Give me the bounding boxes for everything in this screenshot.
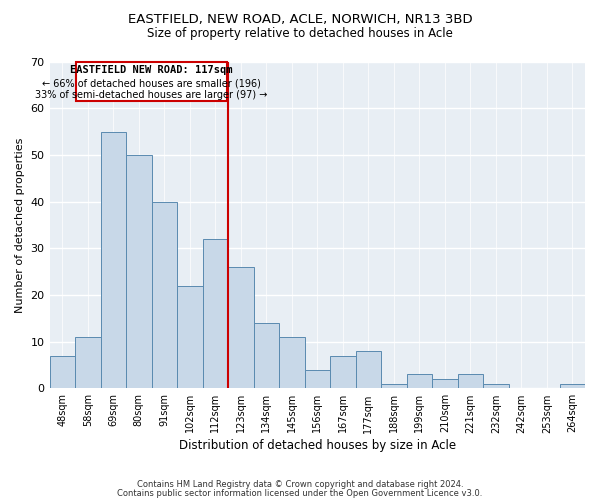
Bar xyxy=(407,374,432,388)
Bar xyxy=(356,351,381,389)
Bar xyxy=(483,384,509,388)
Bar xyxy=(305,370,330,388)
Text: Size of property relative to detached houses in Acle: Size of property relative to detached ho… xyxy=(147,28,453,40)
X-axis label: Distribution of detached houses by size in Acle: Distribution of detached houses by size … xyxy=(179,440,456,452)
Y-axis label: Number of detached properties: Number of detached properties xyxy=(15,137,25,312)
Text: EASTFIELD NEW ROAD: 117sqm: EASTFIELD NEW ROAD: 117sqm xyxy=(70,65,232,75)
Bar xyxy=(177,286,203,389)
Bar xyxy=(254,323,279,388)
Bar xyxy=(458,374,483,388)
Text: ← 66% of detached houses are smaller (196): ← 66% of detached houses are smaller (19… xyxy=(42,79,260,89)
Bar xyxy=(330,356,356,388)
Bar xyxy=(279,337,305,388)
Bar xyxy=(101,132,126,388)
Bar xyxy=(203,239,228,388)
Text: Contains public sector information licensed under the Open Government Licence v3: Contains public sector information licen… xyxy=(118,488,482,498)
Text: EASTFIELD, NEW ROAD, ACLE, NORWICH, NR13 3BD: EASTFIELD, NEW ROAD, ACLE, NORWICH, NR13… xyxy=(128,12,472,26)
Bar xyxy=(152,202,177,388)
Bar xyxy=(50,356,75,388)
Text: Contains HM Land Registry data © Crown copyright and database right 2024.: Contains HM Land Registry data © Crown c… xyxy=(137,480,463,489)
Bar xyxy=(560,384,585,388)
Bar xyxy=(126,155,152,388)
Bar xyxy=(75,337,101,388)
Bar xyxy=(432,379,458,388)
FancyBboxPatch shape xyxy=(76,62,227,101)
Bar xyxy=(228,267,254,388)
Bar xyxy=(381,384,407,388)
Text: 33% of semi-detached houses are larger (97) →: 33% of semi-detached houses are larger (… xyxy=(35,90,268,100)
